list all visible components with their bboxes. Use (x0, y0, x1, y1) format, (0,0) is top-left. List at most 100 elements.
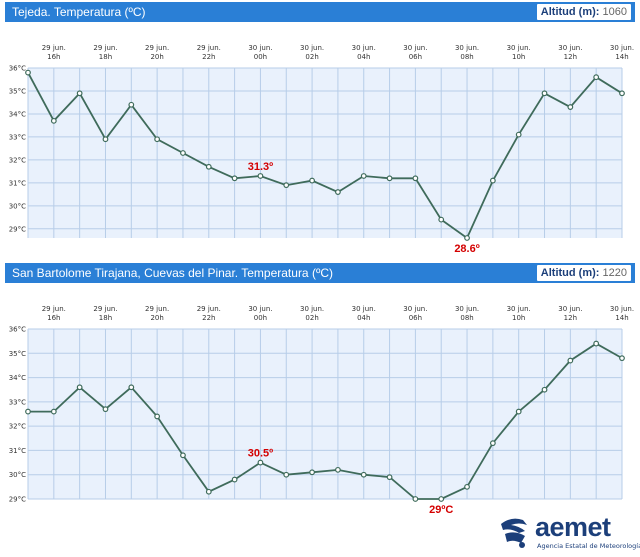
y-tick-label: 31°C (9, 179, 26, 187)
data-point (205, 488, 212, 495)
altitude-badge: Altitud (m): 1060 (536, 4, 631, 20)
x-tick-hour: 14h (615, 314, 628, 322)
x-tick-date: 29 jun. (197, 44, 221, 52)
x-tick-hour: 00h (254, 53, 267, 61)
chart-header: Tejeda. Temperatura (ºC) Altitud (m): 10… (5, 2, 635, 22)
data-point (386, 474, 393, 481)
data-point (386, 175, 393, 182)
data-point (231, 175, 238, 182)
data-point (154, 413, 161, 420)
y-tick-label: 35°C (9, 87, 26, 95)
x-tick-date: 29 jun. (197, 305, 221, 313)
data-point (335, 189, 341, 195)
x-tick-hour: 06h (409, 314, 422, 322)
aemet-logo-icon (501, 518, 527, 548)
data-point (489, 440, 496, 447)
x-tick-date: 30 jun. (455, 305, 479, 313)
data-point (180, 150, 186, 156)
x-tick-date: 30 jun. (610, 305, 634, 313)
x-tick-date: 29 jun. (145, 44, 169, 52)
y-tick-label: 32°C (9, 156, 26, 164)
x-tick-date: 30 jun. (558, 44, 582, 52)
x-tick-date: 29 jun. (42, 44, 66, 52)
data-point (180, 452, 186, 459)
chart-title: San Bartolome Tirajana, Cuevas del Pinar… (12, 266, 333, 280)
data-point (128, 384, 135, 391)
y-tick-label: 33°C (9, 398, 26, 406)
x-tick-hour: 16h (47, 314, 60, 322)
y-tick-label: 33°C (9, 133, 26, 141)
x-tick-hour: 10h (512, 53, 525, 61)
y-tick-label: 34°C (9, 374, 26, 382)
min-annotation: 28.6º (454, 243, 479, 255)
x-tick-hour: 04h (357, 53, 370, 61)
data-point (257, 459, 264, 466)
data-point (438, 216, 445, 223)
chart-header: San Bartolome Tirajana, Cuevas del Pinar… (5, 263, 635, 283)
data-point (50, 117, 57, 124)
data-point (309, 177, 315, 184)
data-point (154, 136, 161, 143)
temperature-series-line (27, 72, 623, 240)
x-tick-date: 30 jun. (300, 305, 324, 313)
data-point (593, 340, 600, 347)
x-tick-hour: 14h (615, 53, 628, 61)
x-tick-date: 30 jun. (455, 44, 479, 52)
x-tick-hour: 04h (357, 314, 370, 322)
x-tick-date: 30 jun. (507, 305, 531, 313)
y-tick-label: 30°C (9, 202, 26, 210)
x-tick-hour: 22h (202, 53, 215, 61)
data-point (76, 384, 83, 391)
data-point (360, 471, 367, 478)
x-tick-date: 30 jun. (403, 44, 427, 52)
y-tick-label: 35°C (9, 350, 26, 358)
x-tick-date: 30 jun. (352, 44, 376, 52)
x-tick-date: 30 jun. (352, 305, 376, 313)
chart-title: Tejeda. Temperatura (ºC) (12, 5, 146, 19)
y-tick-label: 36°C (9, 65, 26, 73)
x-tick-date: 30 jun. (300, 44, 324, 52)
x-tick-hour: 06h (409, 53, 422, 61)
y-tick-label: 30°C (9, 471, 26, 479)
logo-subtitle: Agencia Estatal de Meteorología (537, 542, 640, 550)
x-tick-date: 30 jun. (248, 44, 272, 52)
data-point (412, 175, 419, 182)
x-tick-date: 29 jun. (145, 305, 169, 313)
y-tick-label: 34°C (9, 110, 26, 118)
data-point (25, 408, 31, 415)
data-point (619, 355, 625, 362)
min-annotation: 29ºC (429, 504, 453, 516)
x-tick-hour: 22h (202, 314, 215, 322)
x-tick-date: 30 jun. (610, 44, 634, 52)
data-point (593, 74, 600, 81)
data-point (464, 483, 470, 490)
x-tick-date: 29 jun. (93, 305, 117, 313)
x-tick-hour: 20h (150, 314, 163, 322)
data-point (619, 90, 625, 97)
data-point (102, 136, 109, 143)
x-tick-date: 30 jun. (558, 305, 582, 313)
altitude-label: Altitud (m): (540, 267, 600, 279)
altitude-value: 1060 (602, 6, 627, 18)
y-tick-label: 29°C (9, 225, 26, 233)
x-tick-hour: 02h (305, 53, 318, 61)
x-tick-hour: 02h (305, 314, 318, 322)
x-tick-hour: 12h (564, 314, 577, 322)
logo-wordmark: aemet (535, 512, 611, 542)
x-tick-date: 30 jun. (248, 305, 272, 313)
data-point (412, 496, 419, 502)
data-point (76, 90, 83, 97)
x-tick-hour: 12h (564, 53, 577, 61)
data-point (438, 496, 445, 502)
data-point (50, 408, 57, 415)
data-point (309, 469, 315, 476)
temperature-chart-san-bartolome: 29°C30°C31°C32°C33°C34°C35°C36°C29 jun.1… (9, 305, 634, 516)
altitude-badge: Altitud (m): 1220 (536, 265, 631, 281)
x-tick-hour: 08h (460, 53, 473, 61)
y-tick-label: 32°C (9, 423, 26, 431)
data-point (25, 69, 31, 76)
aemet-logo: aemet Agencia Estatal de Meteorología (497, 512, 640, 552)
data-point (567, 104, 574, 110)
data-point (128, 101, 135, 108)
data-point (541, 386, 548, 393)
